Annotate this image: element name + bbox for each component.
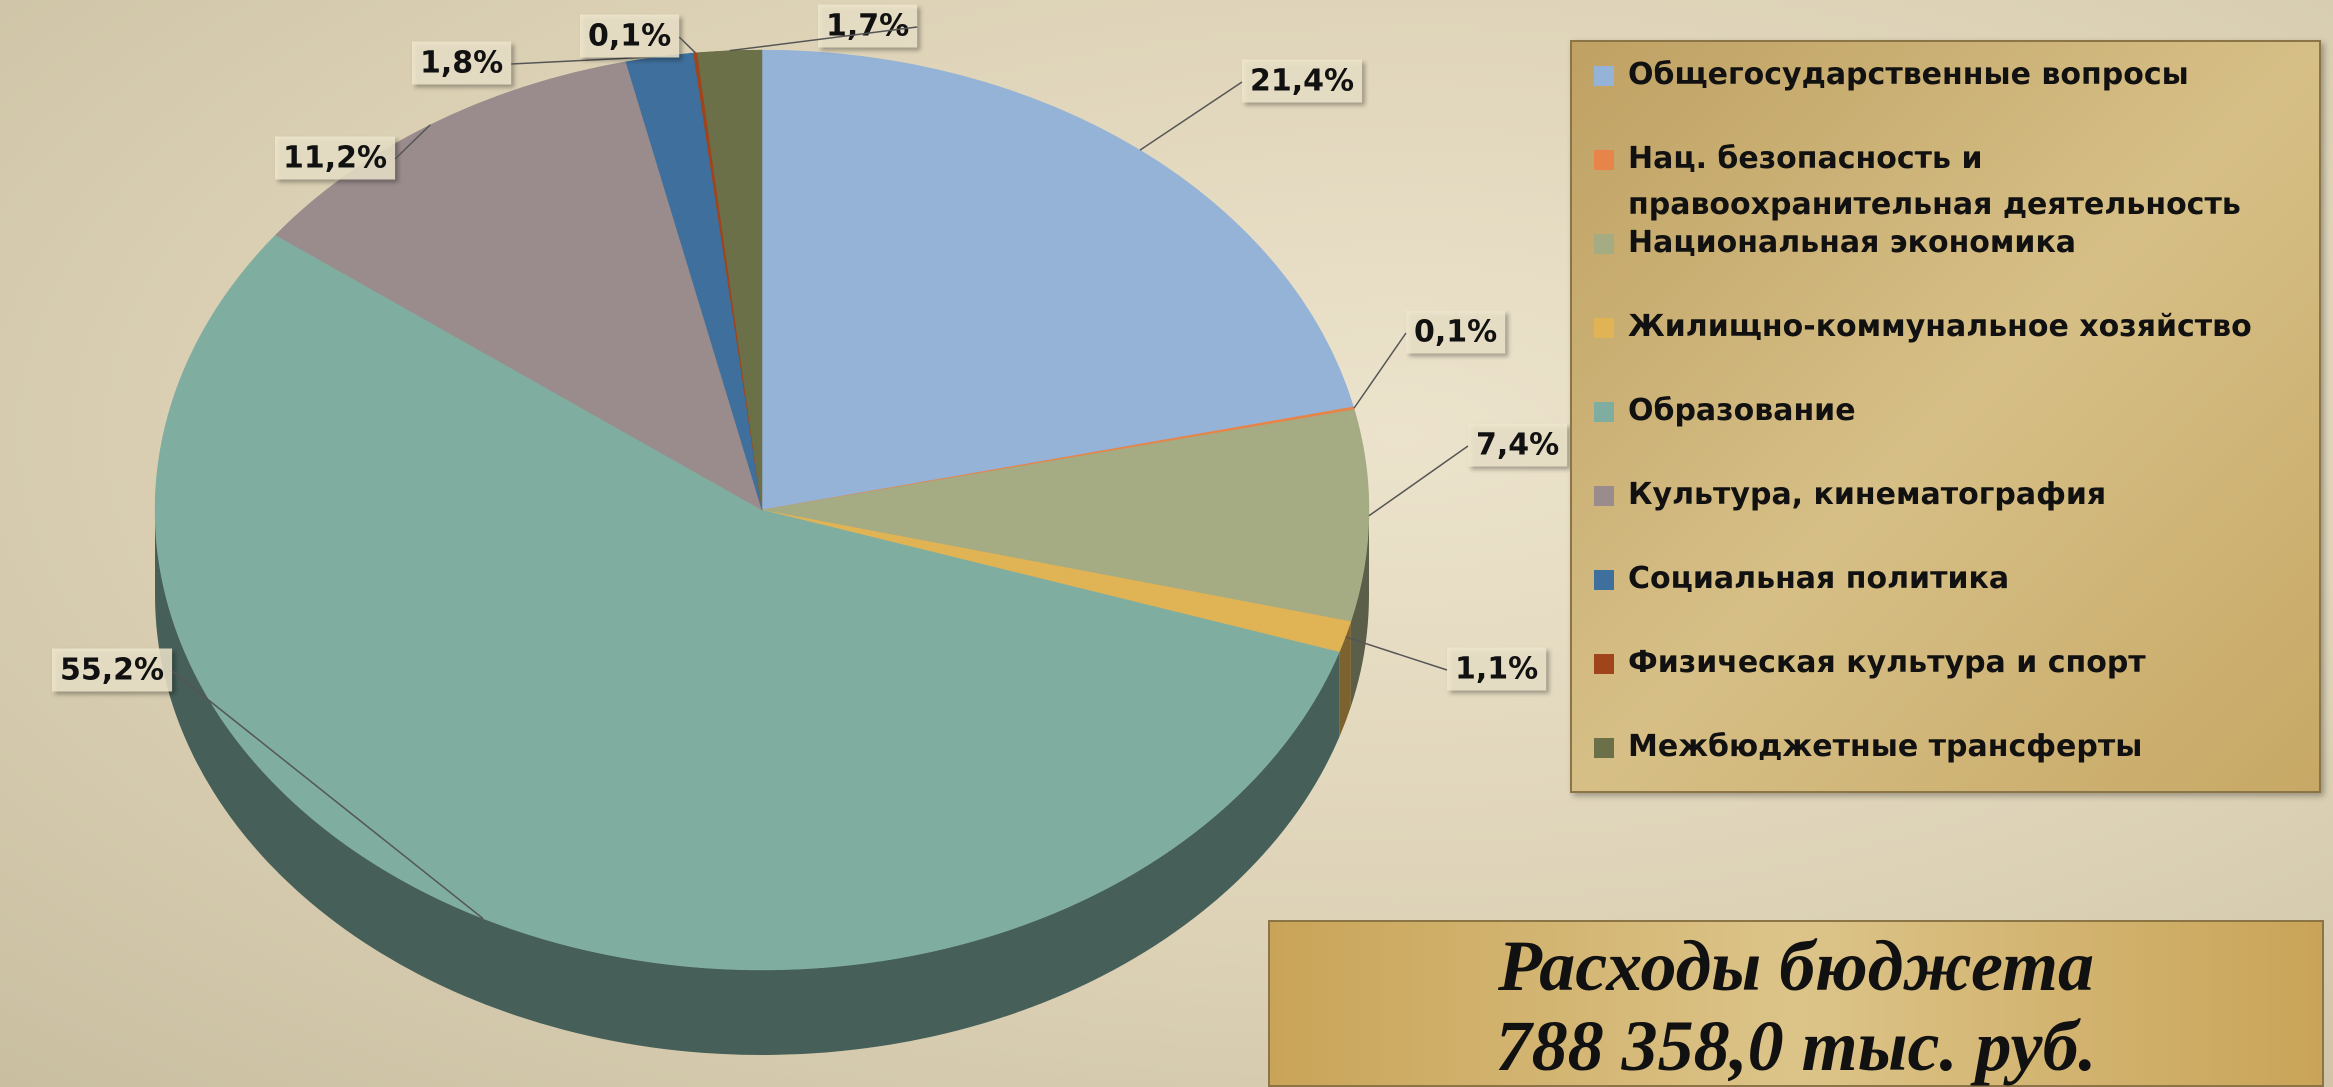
chart-title: Расходы бюджета bbox=[1497, 926, 2094, 1006]
data-label-group: 1,1% bbox=[1447, 647, 1547, 691]
legend-swatch bbox=[1594, 66, 1614, 86]
data-label-box bbox=[1406, 310, 1506, 354]
data-label-group: 1,7% bbox=[818, 4, 918, 48]
leader-line bbox=[1353, 332, 1407, 409]
legend-swatch bbox=[1594, 402, 1614, 422]
data-label: 55,2% bbox=[60, 653, 164, 688]
legend-label: Общегосударственные вопросы bbox=[1628, 57, 2189, 92]
leader-line bbox=[729, 26, 918, 52]
leader-line bbox=[1139, 81, 1243, 151]
data-label: 1,1% bbox=[1455, 652, 1538, 687]
leader-line bbox=[171, 670, 484, 920]
data-label-group: 0,1% bbox=[580, 14, 680, 58]
legend-swatch bbox=[1594, 318, 1614, 338]
legend-label: Социальная политика bbox=[1628, 561, 2010, 596]
legend-label: Нац. безопасность и правоохранительная д… bbox=[1628, 141, 2241, 222]
legend-entry: Жилищно-коммунальное хозяйство bbox=[1594, 304, 2299, 388]
data-label-box bbox=[412, 41, 512, 85]
legend-label: Культура, кинематография bbox=[1628, 477, 2107, 512]
leader-line bbox=[511, 55, 660, 65]
leader-line bbox=[1345, 636, 1448, 671]
data-label-group: 21,4% bbox=[1242, 59, 1363, 103]
leader-line bbox=[394, 124, 431, 160]
legend-swatch bbox=[1594, 654, 1614, 674]
data-label-group: 11,2% bbox=[275, 136, 396, 180]
slice-side bbox=[155, 510, 1340, 1055]
data-label-group: 7,4% bbox=[1468, 423, 1568, 467]
data-label: 1,8% bbox=[420, 46, 503, 81]
data-label-group: 0,1% bbox=[1406, 310, 1506, 354]
legend-entry: Нац. безопасность и правоохранительная д… bbox=[1594, 136, 2299, 222]
data-label-box bbox=[275, 136, 396, 180]
data-label-box bbox=[1447, 647, 1547, 691]
legend-entry: Культура, кинематография bbox=[1594, 472, 2299, 556]
data-label-group: 1,8% bbox=[412, 41, 512, 85]
leader-line bbox=[1368, 445, 1469, 517]
legend-entry: Межбюджетные трансферты bbox=[1594, 724, 2299, 808]
legend-label: Межбюджетные трансферты bbox=[1628, 729, 2143, 764]
legend-label: Жилищно-коммунальное хозяйство bbox=[1628, 309, 2252, 344]
data-label: 7,4% bbox=[1476, 428, 1559, 463]
legend-swatch bbox=[1594, 486, 1614, 506]
data-label-box bbox=[52, 648, 173, 692]
data-label-box bbox=[1242, 59, 1363, 103]
legend-entry: Социальная политика bbox=[1594, 556, 2299, 640]
legend-swatch bbox=[1594, 234, 1614, 254]
chart-subtitle: 788 358,0 тыс. руб. bbox=[1495, 1006, 2097, 1086]
data-label-box bbox=[818, 4, 918, 48]
slice-side bbox=[1350, 510, 1369, 707]
legend-label: Физическая культура и спорт bbox=[1628, 645, 2146, 680]
legend: Общегосударственные вопросы Нац. безопасн… bbox=[1570, 40, 2321, 793]
data-label-box bbox=[580, 14, 680, 58]
data-label: 0,1% bbox=[588, 19, 671, 54]
legend-entry: Физическая культура и спорт bbox=[1594, 640, 2299, 724]
data-label-box bbox=[1468, 423, 1568, 467]
data-label: 1,7% bbox=[826, 9, 909, 44]
legend-entry: Общегосударственные вопросы bbox=[1594, 52, 2299, 136]
title-box: Расходы бюджета 788 358,0 тыс. руб. bbox=[1268, 920, 2324, 1087]
data-label: 11,2% bbox=[283, 141, 387, 176]
legend-entry: Национальная экономика bbox=[1594, 220, 2299, 304]
data-label: 0,1% bbox=[1414, 315, 1497, 350]
leader-line bbox=[678, 36, 696, 54]
legend-entry: Образование bbox=[1594, 388, 2299, 472]
data-label-group: 55,2% bbox=[52, 648, 173, 692]
legend-swatch bbox=[1594, 570, 1614, 590]
legend-label: Национальная экономика bbox=[1628, 225, 2077, 260]
legend-swatch bbox=[1594, 150, 1614, 170]
legend-swatch bbox=[1594, 738, 1614, 758]
legend-label: Образование bbox=[1628, 393, 1856, 428]
slice-side bbox=[1339, 621, 1351, 738]
data-label: 21,4% bbox=[1250, 64, 1354, 99]
